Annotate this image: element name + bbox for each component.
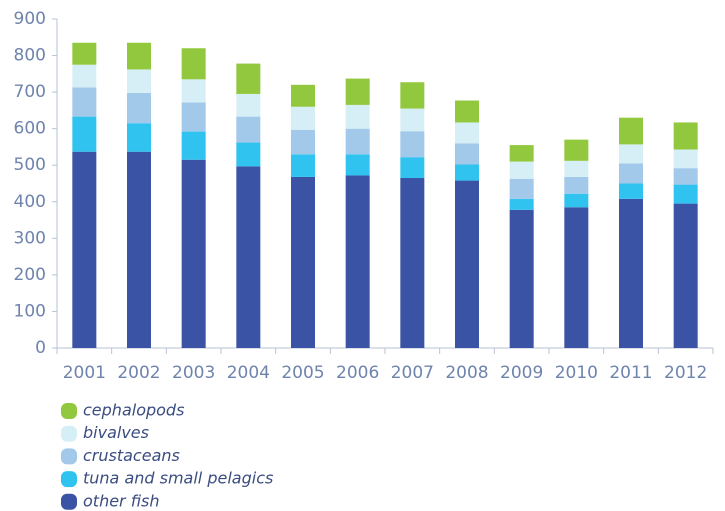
bar-segment — [619, 183, 643, 199]
bar-segment — [509, 178, 534, 199]
bar-segment — [673, 203, 698, 348]
bar-segment — [291, 154, 315, 177]
bar-segment — [400, 108, 425, 132]
bar-segment — [673, 168, 698, 185]
y-tick-label: 500 — [14, 155, 46, 175]
bar-segment — [673, 149, 698, 169]
bar-segment — [72, 87, 97, 117]
legend-label: bivalves — [83, 423, 149, 442]
bar-segment — [181, 79, 206, 103]
legend-label: cephalopods — [83, 401, 184, 420]
bar-segment — [72, 42, 97, 65]
bar-segment — [72, 151, 97, 348]
legend-swatch — [61, 403, 77, 419]
bar-segment — [127, 69, 151, 93]
x-tick-label: 2005 — [281, 363, 324, 383]
legend-swatch — [61, 493, 77, 510]
bar-segment — [455, 100, 479, 123]
bar-segment — [400, 157, 425, 179]
bar-segment — [345, 78, 370, 105]
bar-segment — [345, 128, 370, 155]
bar-segment — [509, 145, 534, 162]
bar-segment — [455, 122, 479, 144]
bar-segment — [127, 42, 151, 70]
legend-swatch — [61, 471, 77, 488]
bar-segment — [72, 116, 97, 152]
bar-segment — [455, 180, 479, 348]
x-tick-label: 2012 — [664, 363, 707, 383]
bar-segment — [127, 123, 151, 152]
bar-segment — [345, 104, 370, 129]
bar-segment — [619, 144, 643, 164]
x-tick-label: 2007 — [391, 363, 434, 383]
bar-segment — [400, 178, 425, 348]
y-tick-label: 200 — [14, 265, 46, 285]
bar-segment — [181, 131, 206, 160]
x-tick-label: 2001 — [63, 363, 106, 383]
bar-segment — [455, 164, 479, 181]
bar-segment — [619, 117, 643, 145]
bar-segment — [291, 84, 315, 107]
bar-segment — [127, 92, 151, 124]
bar-segment — [564, 207, 589, 348]
x-tick-label: 2011 — [609, 363, 652, 383]
bar-segment — [619, 198, 643, 348]
bar-segment — [236, 142, 261, 167]
bar-segment — [564, 176, 589, 194]
x-tick-label: 2003 — [172, 363, 215, 383]
bar-segment — [291, 106, 315, 130]
y-tick-label: 800 — [14, 46, 46, 66]
bar-segment — [181, 159, 206, 348]
legend-label: tuna and small pelagics — [83, 469, 273, 488]
legend-swatch — [61, 425, 77, 442]
y-tick-label: 0 — [35, 338, 46, 358]
y-tick-label: 900 — [14, 9, 46, 29]
bar-segment — [236, 63, 261, 94]
bar-segment — [181, 48, 206, 80]
legend-label: crustaceans — [83, 446, 180, 465]
bar-segment — [619, 163, 643, 184]
bar-segment — [72, 64, 97, 88]
bar-segment — [509, 161, 534, 179]
legend-swatch — [61, 448, 77, 465]
bar-segment — [236, 116, 261, 143]
bar-segment — [236, 166, 261, 348]
y-tick-label: 400 — [14, 192, 46, 212]
y-tick-label: 600 — [14, 119, 46, 139]
bar-segment — [673, 122, 698, 150]
legend-label: other fish — [83, 491, 160, 510]
x-tick-label: 2002 — [117, 363, 160, 383]
bar-segment — [345, 154, 370, 176]
y-tick-label: 300 — [14, 228, 46, 248]
bar-segment — [455, 143, 479, 165]
bar-segment — [400, 82, 425, 109]
x-tick-label: 2008 — [445, 363, 488, 383]
bar-segment — [127, 151, 151, 348]
x-tick-label: 2006 — [336, 363, 379, 383]
bar-segment — [345, 175, 370, 348]
x-tick-label: 2009 — [500, 363, 543, 383]
bar-segment — [509, 198, 534, 210]
bar-segment — [564, 160, 589, 177]
bar-segment — [291, 129, 315, 155]
y-tick-label: 700 — [14, 82, 46, 102]
y-tick-label: 100 — [14, 301, 46, 321]
bar-segment — [236, 93, 261, 117]
bar-segment — [509, 209, 534, 348]
bar-segment — [564, 139, 589, 161]
x-tick-label: 2004 — [227, 363, 270, 383]
x-tick-label: 2010 — [555, 363, 598, 383]
bar-segment — [564, 193, 589, 208]
bar-segment — [673, 184, 698, 204]
bar-segment — [181, 102, 206, 132]
bar-segment — [291, 176, 315, 348]
bar-segment — [400, 131, 425, 158]
